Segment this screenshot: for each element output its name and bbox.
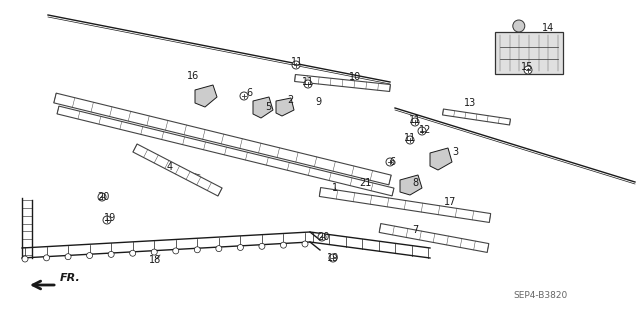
Text: 13: 13 bbox=[464, 98, 476, 108]
Text: 15: 15 bbox=[521, 62, 533, 72]
Circle shape bbox=[259, 243, 265, 249]
Text: 3: 3 bbox=[452, 147, 458, 157]
Polygon shape bbox=[133, 144, 222, 196]
Circle shape bbox=[103, 216, 111, 224]
Polygon shape bbox=[400, 175, 422, 195]
Circle shape bbox=[280, 242, 287, 248]
Circle shape bbox=[130, 250, 136, 256]
Circle shape bbox=[318, 233, 326, 241]
Text: 19: 19 bbox=[104, 213, 116, 223]
Circle shape bbox=[65, 254, 71, 260]
Text: FR.: FR. bbox=[60, 273, 81, 283]
Polygon shape bbox=[430, 148, 452, 170]
Circle shape bbox=[44, 255, 49, 261]
Polygon shape bbox=[54, 93, 391, 185]
Text: 20: 20 bbox=[97, 192, 109, 202]
Polygon shape bbox=[276, 98, 294, 116]
Text: 19: 19 bbox=[327, 253, 339, 263]
Polygon shape bbox=[253, 97, 273, 118]
Text: 11: 11 bbox=[404, 133, 416, 143]
Circle shape bbox=[98, 193, 106, 201]
Circle shape bbox=[292, 61, 300, 69]
Circle shape bbox=[302, 241, 308, 247]
Text: 1: 1 bbox=[332, 183, 338, 193]
Text: 14: 14 bbox=[542, 23, 554, 33]
Polygon shape bbox=[195, 85, 217, 107]
Bar bbox=[495, 32, 563, 74]
Circle shape bbox=[173, 248, 179, 254]
Circle shape bbox=[304, 80, 312, 88]
Text: 8: 8 bbox=[412, 178, 418, 188]
Circle shape bbox=[237, 244, 243, 250]
Circle shape bbox=[195, 247, 200, 253]
Text: 11: 11 bbox=[302, 77, 314, 87]
Circle shape bbox=[108, 251, 114, 257]
Text: SEP4-B3820: SEP4-B3820 bbox=[513, 291, 567, 300]
Circle shape bbox=[86, 253, 93, 258]
Circle shape bbox=[386, 158, 394, 166]
Polygon shape bbox=[442, 109, 511, 125]
Text: 12: 12 bbox=[419, 125, 431, 135]
Text: 6: 6 bbox=[389, 157, 395, 167]
Text: 9: 9 bbox=[315, 97, 321, 107]
Polygon shape bbox=[57, 106, 394, 196]
Polygon shape bbox=[294, 75, 390, 92]
Circle shape bbox=[524, 66, 532, 74]
Text: 21: 21 bbox=[359, 178, 371, 188]
Text: 11: 11 bbox=[409, 115, 421, 125]
Text: 16: 16 bbox=[187, 71, 199, 81]
Circle shape bbox=[216, 246, 222, 252]
Circle shape bbox=[240, 92, 248, 100]
Polygon shape bbox=[379, 224, 489, 252]
Circle shape bbox=[406, 136, 414, 144]
Text: 4: 4 bbox=[167, 162, 173, 172]
Polygon shape bbox=[319, 188, 491, 222]
Circle shape bbox=[513, 20, 525, 32]
Circle shape bbox=[151, 249, 157, 255]
Text: 17: 17 bbox=[444, 197, 456, 207]
Circle shape bbox=[22, 256, 28, 262]
Text: 5: 5 bbox=[265, 102, 271, 112]
Text: 6: 6 bbox=[246, 88, 252, 98]
Text: 11: 11 bbox=[291, 57, 303, 67]
Circle shape bbox=[411, 118, 419, 126]
Circle shape bbox=[418, 127, 426, 135]
Text: 20: 20 bbox=[317, 232, 329, 242]
Text: 2: 2 bbox=[287, 95, 293, 105]
Text: 7: 7 bbox=[412, 225, 418, 235]
Circle shape bbox=[329, 254, 337, 262]
Text: 10: 10 bbox=[349, 72, 361, 82]
Text: 18: 18 bbox=[149, 255, 161, 265]
